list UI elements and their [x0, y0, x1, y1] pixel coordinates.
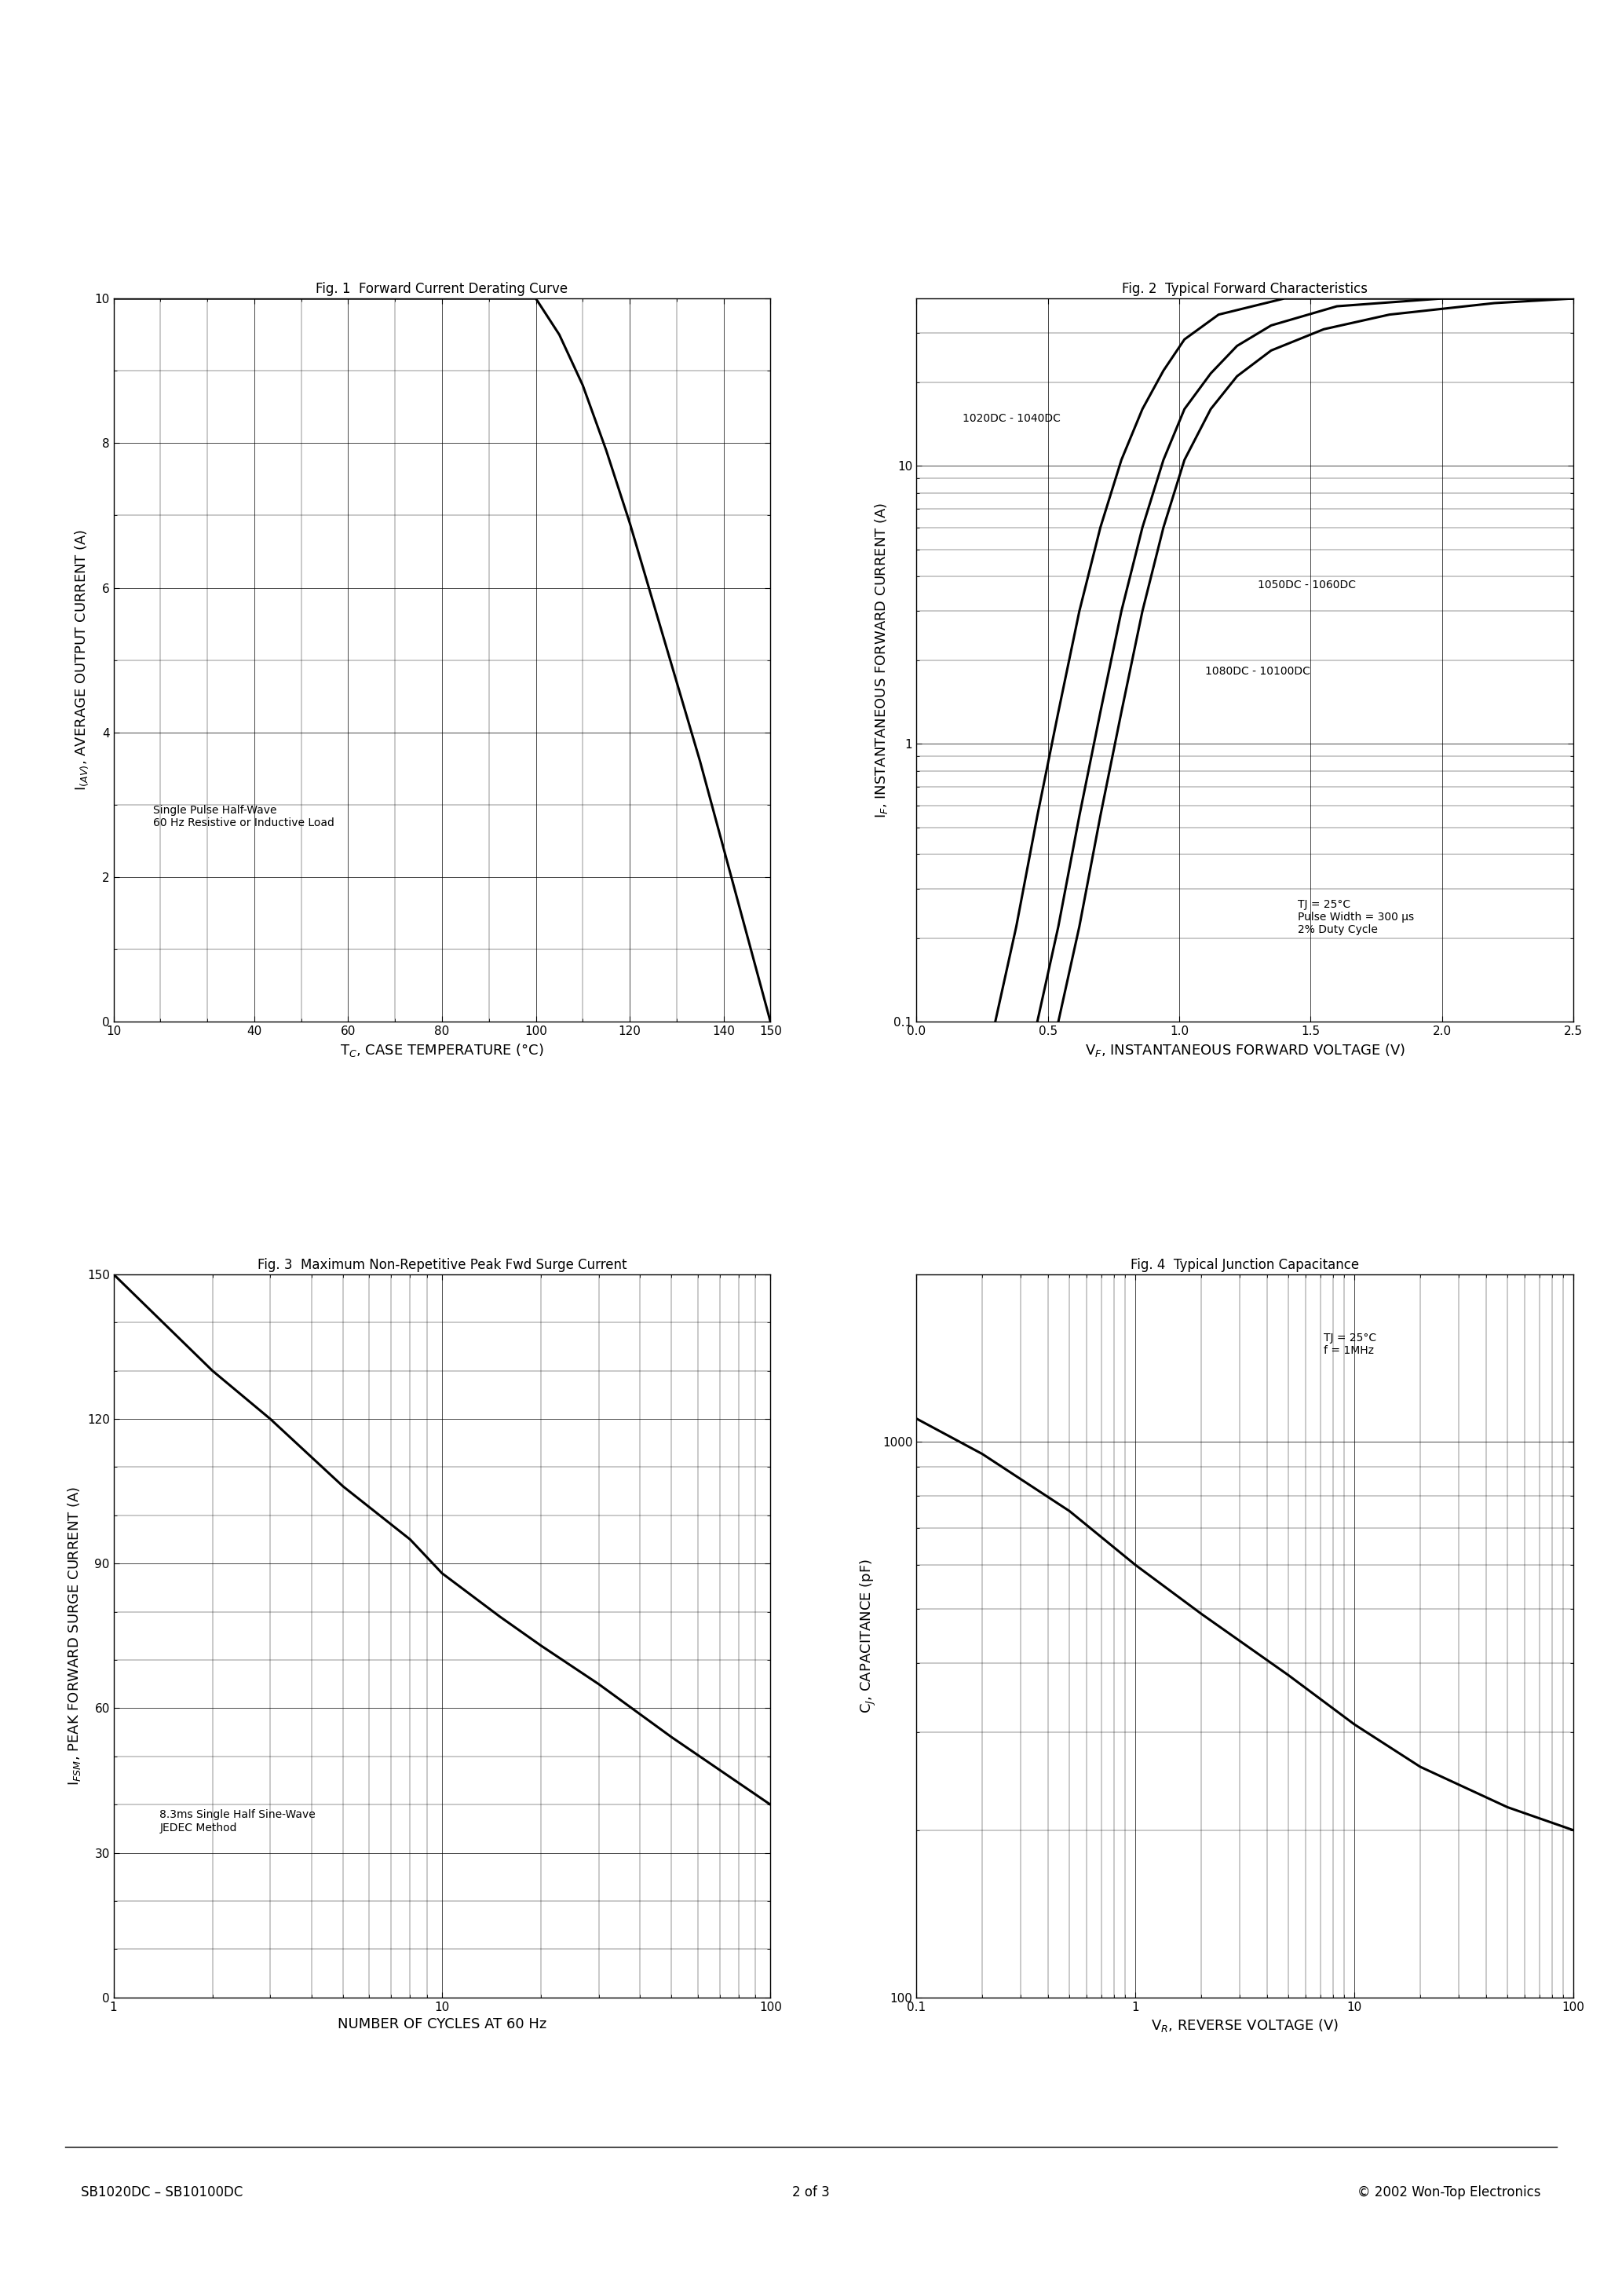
X-axis label: V$_F$, INSTANTANEOUS FORWARD VOLTAGE (V): V$_F$, INSTANTANEOUS FORWARD VOLTAGE (V) — [1085, 1042, 1405, 1058]
Y-axis label: I$_F$, INSTANTANEOUS FORWARD CURRENT (A): I$_F$, INSTANTANEOUS FORWARD CURRENT (A) — [873, 503, 889, 817]
Text: 1020DC - 1040DC: 1020DC - 1040DC — [962, 413, 1061, 425]
X-axis label: T$_C$, CASE TEMPERATURE (°C): T$_C$, CASE TEMPERATURE (°C) — [341, 1042, 543, 1058]
Text: TJ = 25°C
f = 1MHz: TJ = 25°C f = 1MHz — [1324, 1332, 1377, 1357]
Text: © 2002 Won-Top Electronics: © 2002 Won-Top Electronics — [1358, 2186, 1541, 2200]
Title: Fig. 4  Typical Junction Capacitance: Fig. 4 Typical Junction Capacitance — [1131, 1258, 1359, 1272]
Title: Fig. 1  Forward Current Derating Curve: Fig. 1 Forward Current Derating Curve — [316, 282, 568, 296]
Text: 2 of 3: 2 of 3 — [792, 2186, 830, 2200]
Text: Single Pulse Half-Wave
60 Hz Resistive or Inductive Load: Single Pulse Half-Wave 60 Hz Resistive o… — [152, 804, 334, 829]
Y-axis label: C$_J$, CAPACITANCE (pF): C$_J$, CAPACITANCE (pF) — [860, 1559, 878, 1713]
Text: 1080DC - 10100DC: 1080DC - 10100DC — [1205, 666, 1311, 677]
Text: SB1020DC – SB10100DC: SB1020DC – SB10100DC — [81, 2186, 243, 2200]
Y-axis label: I$_{(AV)}$, AVERAGE OUTPUT CURRENT (A): I$_{(AV)}$, AVERAGE OUTPUT CURRENT (A) — [73, 528, 91, 792]
Y-axis label: I$_{FSM}$, PEAK FORWARD SURGE CURRENT (A): I$_{FSM}$, PEAK FORWARD SURGE CURRENT (A… — [67, 1486, 83, 1786]
Text: TJ = 25°C
Pulse Width = 300 μs
2% Duty Cycle: TJ = 25°C Pulse Width = 300 μs 2% Duty C… — [1298, 898, 1414, 934]
Title: Fig. 3  Maximum Non-Repetitive Peak Fwd Surge Current: Fig. 3 Maximum Non-Repetitive Peak Fwd S… — [258, 1258, 626, 1272]
X-axis label: NUMBER OF CYCLES AT 60 Hz: NUMBER OF CYCLES AT 60 Hz — [337, 2018, 547, 2032]
Title: Fig. 2  Typical Forward Characteristics: Fig. 2 Typical Forward Characteristics — [1122, 282, 1367, 296]
Text: 1050DC - 1060DC: 1050DC - 1060DC — [1259, 579, 1356, 590]
X-axis label: V$_R$, REVERSE VOLTAGE (V): V$_R$, REVERSE VOLTAGE (V) — [1152, 2018, 1338, 2034]
Text: 8.3ms Single Half Sine-Wave
JEDEC Method: 8.3ms Single Half Sine-Wave JEDEC Method — [159, 1809, 316, 1832]
